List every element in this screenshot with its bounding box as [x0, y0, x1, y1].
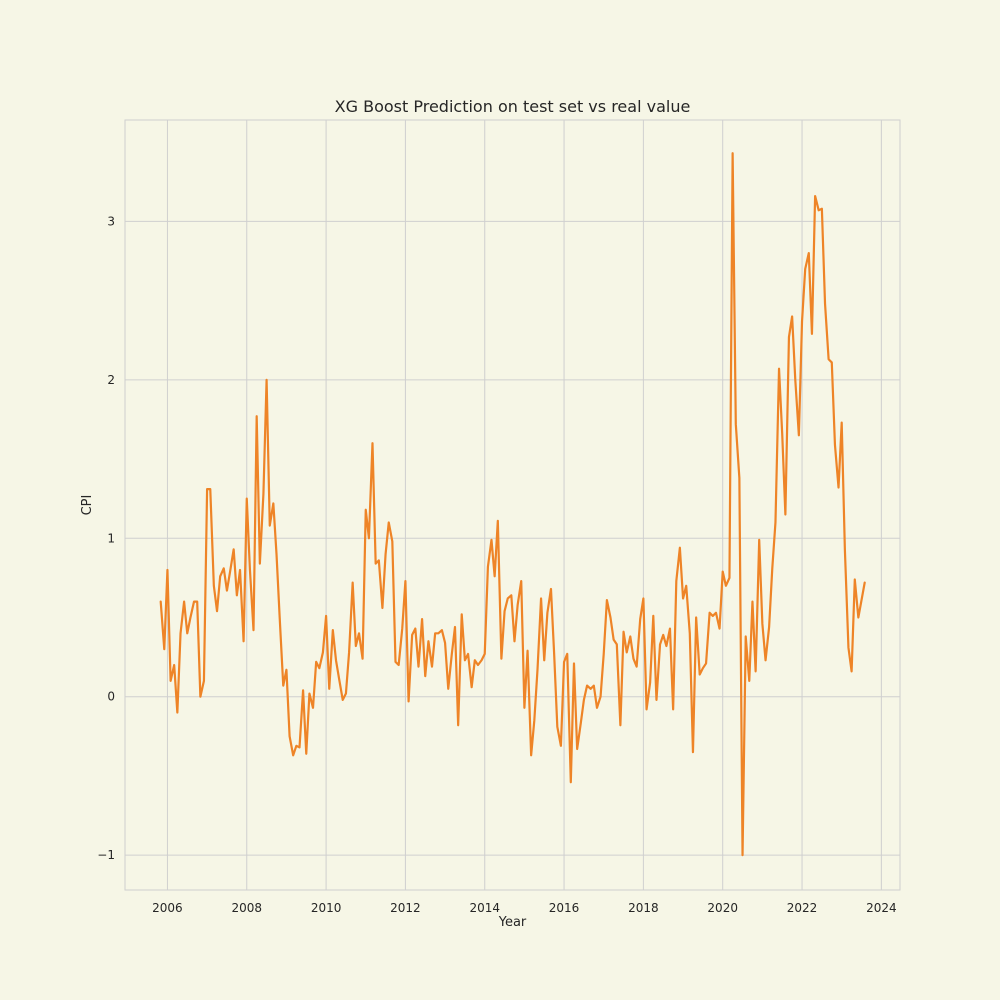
y-gridlines — [125, 220, 900, 856]
y-tick-label: 0 — [107, 690, 115, 704]
plot-frame — [124, 119, 901, 891]
y-tick-label: 3 — [107, 214, 115, 228]
chart-title: XG Boost Prediction on test set vs real … — [335, 97, 691, 116]
x-gridlines — [166, 120, 882, 890]
x-tick-label: 2006 — [152, 901, 183, 915]
x-tick-label: 2014 — [469, 901, 500, 915]
x-tick-label: 2012 — [390, 901, 421, 915]
x-tick-label: 2010 — [311, 901, 342, 915]
x-tick-label: 2016 — [549, 901, 580, 915]
x-tick-label: 2020 — [707, 901, 738, 915]
x-tick-label: 2008 — [231, 901, 262, 915]
y-tick-label: −1 — [97, 848, 115, 862]
y-axis-label: CPI — [80, 495, 95, 516]
x-tick-label: 2018 — [628, 901, 659, 915]
x-tick-label: 2024 — [866, 901, 897, 915]
x-tick-labels: 2006 2008 2010 2012 2014 2016 2018 2020 2022 2024 — [152, 901, 896, 915]
x-tick-label: 2022 — [787, 901, 818, 915]
y-tick-labels: −1 0 1 2 3 — [97, 214, 115, 862]
x-axis-label: Year — [498, 915, 527, 930]
y-tick-label: 1 — [107, 531, 115, 545]
series-line — [159, 152, 866, 857]
y-tick-label: 2 — [107, 373, 115, 387]
